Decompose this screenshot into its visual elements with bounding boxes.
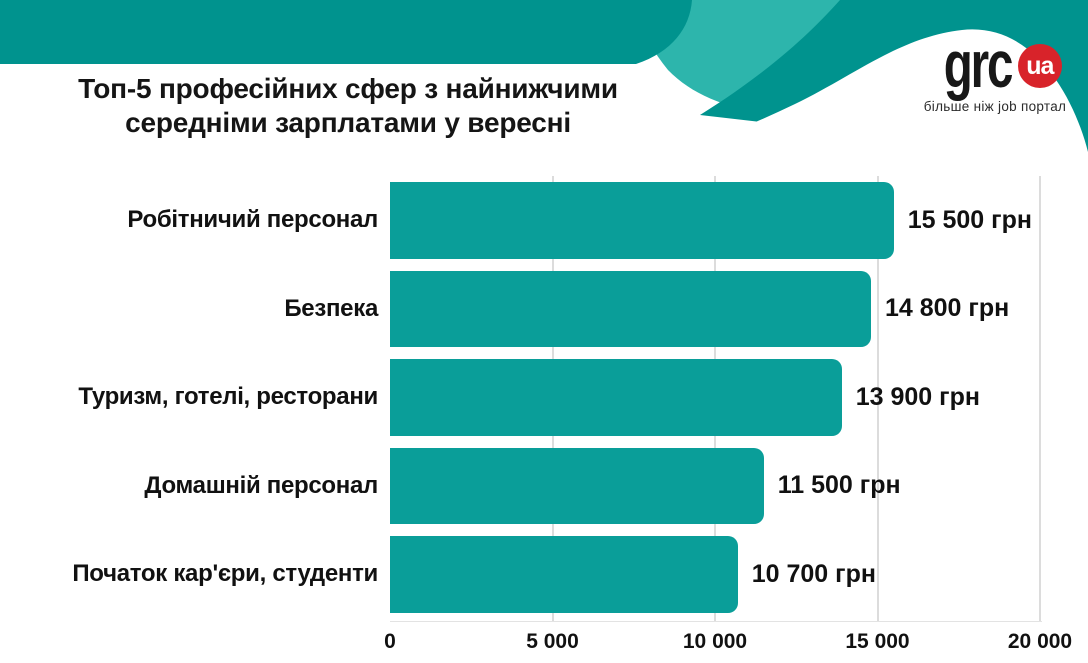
- value-label: 11 500 грн: [777, 471, 901, 500]
- category-label: Домашній персонал: [144, 471, 378, 499]
- value-label: 15 500 грн: [907, 205, 1032, 234]
- gridline: [1039, 176, 1041, 621]
- category-label: Робітничий персонал: [127, 206, 378, 234]
- bar: [390, 270, 871, 347]
- gridline: [876, 176, 879, 621]
- bar: [390, 536, 738, 613]
- category-label: Туризм, готелі, ресторани: [78, 383, 378, 411]
- bar: [390, 182, 894, 259]
- bar: [390, 447, 764, 524]
- header-band: [0, 0, 692, 64]
- logo-brand-text: grc: [943, 27, 1014, 101]
- category-label: Безпека: [284, 294, 378, 322]
- category-label: Початок кар'єри, студенти: [72, 560, 378, 588]
- value-label: 10 700 грн: [751, 559, 876, 588]
- header-wave-decoration: [0, 0, 1088, 165]
- bar: [390, 359, 842, 436]
- x-tick-label: 15 000: [845, 630, 910, 653]
- grcua-logo: grc ua більше ніж job портал: [920, 31, 1070, 114]
- title-line-1: Топ-5 професійних сфер з найнижчими: [78, 73, 618, 104]
- white-curve-shape: [640, 29, 1088, 165]
- x-tick-label: 5 000: [526, 630, 579, 653]
- logo-row: grc ua: [920, 31, 1070, 97]
- value-label: 13 900 грн: [855, 382, 980, 411]
- ua-badge-text: ua: [1026, 51, 1054, 80]
- x-tick-label: 20 000: [1007, 630, 1073, 653]
- value-label: 14 800 грн: [885, 294, 1010, 323]
- x-axis-line: [390, 621, 1042, 622]
- title-line-2: середніми зарплатами у вересні: [125, 106, 571, 138]
- ua-badge-icon: ua: [1017, 44, 1062, 88]
- page-title: Топ-5 професійних сфер з найнижчими сере…: [8, 72, 688, 139]
- x-tick-label: 0: [384, 630, 396, 653]
- logo-tagline: більше ніж job портал: [923, 99, 1067, 114]
- x-tick-label: 10 000: [682, 630, 748, 653]
